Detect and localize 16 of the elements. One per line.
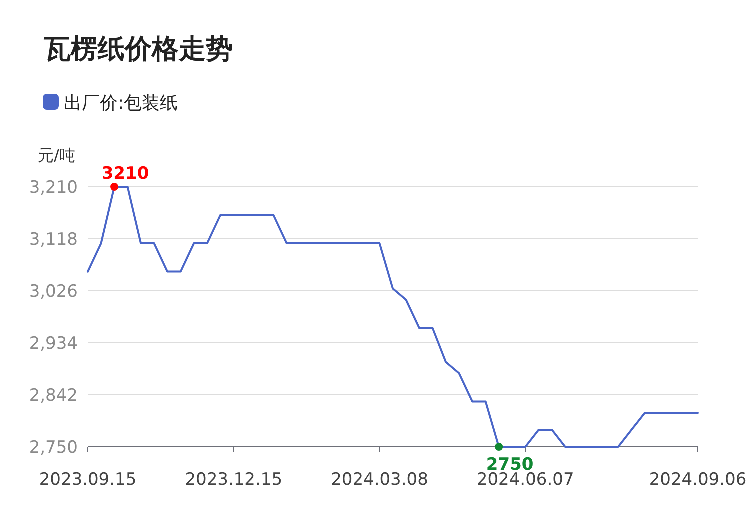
y-tick-label: 3,026 — [29, 282, 78, 302]
y-tick-label: 2,842 — [29, 386, 78, 406]
y-tick-label: 3,118 — [29, 230, 78, 250]
y-tick-label: 2,750 — [29, 438, 78, 458]
x-tick-label: 2023.12.15 — [185, 470, 283, 490]
legend-label: 出厂价:包装纸 — [64, 93, 178, 114]
x-tick-label: 2024.09.06 — [649, 470, 747, 490]
annotation: 3210 — [102, 164, 150, 184]
x-tick-label: 2023.09.15 — [39, 470, 137, 490]
x-tick-label: 2024.06.07 — [476, 470, 574, 490]
y-axis-title: 元/吨 — [38, 146, 76, 165]
chart-title: 瓦楞纸价格走势 — [43, 34, 233, 65]
y-tick-label: 2,934 — [29, 334, 78, 354]
y-tick-label: 3,210 — [29, 178, 78, 198]
x-tick-label: 2024.03.08 — [331, 470, 428, 490]
legend: 出厂价:包装纸 — [43, 93, 178, 114]
